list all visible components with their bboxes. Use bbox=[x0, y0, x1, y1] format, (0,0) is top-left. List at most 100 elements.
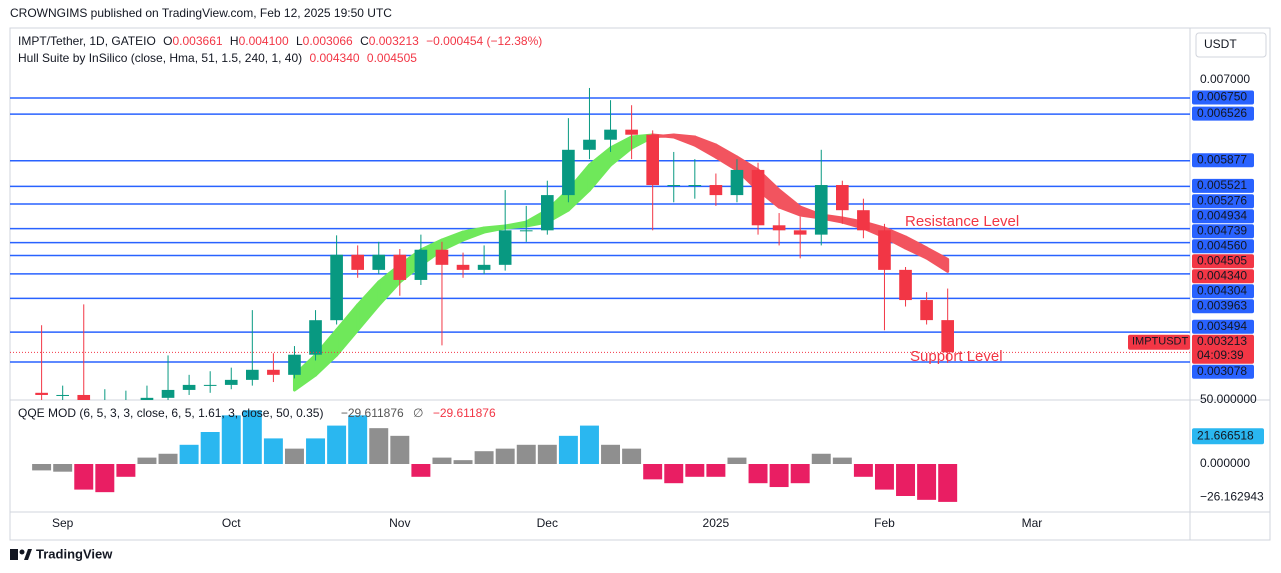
price-label-box bbox=[1192, 334, 1254, 364]
axis-layer: Sep Oct Nov Dec 2025 Feb Mar 0.007000 0.006750 0.… bbox=[52, 72, 1264, 530]
candle-body bbox=[182, 384, 196, 390]
qqe-bar bbox=[896, 464, 916, 496]
currency: USDT bbox=[1204, 37, 1237, 51]
qqe-bar bbox=[390, 435, 410, 464]
candle-body bbox=[393, 254, 407, 280]
x-tick-label: Nov bbox=[389, 516, 410, 530]
qqe-bar bbox=[685, 464, 705, 477]
price-label: 0.004934 bbox=[1197, 208, 1247, 222]
qqe-bar bbox=[32, 464, 52, 471]
price-label-box bbox=[1192, 239, 1254, 254]
qqe-marker-label: 21.666518 bbox=[1197, 428, 1254, 442]
price-label-box bbox=[1192, 90, 1254, 105]
price-label-box bbox=[1192, 319, 1254, 334]
qqe-bar bbox=[706, 464, 726, 477]
price-label: 0.005877 bbox=[1197, 152, 1247, 166]
candle-body bbox=[920, 300, 933, 321]
candle-body bbox=[498, 230, 512, 265]
price-label: 0.003213 bbox=[1197, 334, 1247, 348]
price-label-box bbox=[1192, 364, 1254, 379]
ohlc-value: 0.004100 bbox=[239, 34, 289, 48]
candle-body bbox=[667, 185, 681, 187]
ohlc-key: O bbox=[163, 34, 172, 48]
x-tick-label: Oct bbox=[222, 516, 241, 530]
candle-body bbox=[161, 389, 175, 398]
price-label: 0.004560 bbox=[1197, 238, 1247, 252]
candle-body bbox=[35, 392, 48, 395]
price-label: 0.006750 bbox=[1197, 90, 1247, 104]
price-label: 0.004739 bbox=[1197, 223, 1247, 237]
price-label: 0.004304 bbox=[1197, 283, 1247, 297]
qqe-bar bbox=[495, 448, 515, 464]
candle-body bbox=[604, 129, 617, 140]
qqe-bar bbox=[179, 444, 199, 464]
candle-body bbox=[56, 394, 69, 396]
qqe-bar bbox=[790, 464, 810, 484]
candle-body bbox=[541, 195, 554, 231]
candle-body bbox=[203, 384, 217, 386]
ohlc-value: 0.003661 bbox=[173, 34, 223, 48]
ohlc-value: 0.003213 bbox=[369, 34, 419, 48]
candle-body bbox=[793, 230, 807, 235]
qqe-bar bbox=[284, 448, 304, 464]
symbol-title: IMPT/Tether, 1D, GATEIO bbox=[18, 34, 156, 48]
qqe-bar bbox=[221, 415, 241, 464]
qqe-bar bbox=[263, 438, 283, 464]
y-tick-label: 0.000000 bbox=[1200, 456, 1250, 470]
candle-body bbox=[435, 249, 449, 265]
qqe-bar bbox=[116, 464, 136, 477]
qqe-bar bbox=[769, 464, 789, 488]
price-label: 04:09:39 bbox=[1197, 348, 1244, 362]
candle-body bbox=[246, 369, 259, 380]
qqe-bar bbox=[432, 457, 452, 464]
candle-body bbox=[878, 230, 891, 270]
price-label: 0.003963 bbox=[1197, 298, 1247, 312]
qqe-bar bbox=[348, 415, 368, 464]
ohlc-key: L bbox=[296, 34, 303, 48]
x-tick-label: Dec bbox=[537, 516, 558, 530]
indicator-value: 0.004340 bbox=[309, 51, 359, 65]
legend: IMPT/Tether, 1D, GATEIO O0.003661 H0.004… bbox=[18, 34, 542, 48]
change: −0.000454 (−12.38%) bbox=[426, 34, 542, 48]
ohlc-key: H bbox=[230, 34, 239, 48]
qqe-bar bbox=[874, 464, 894, 490]
candle-body bbox=[140, 397, 154, 400]
qqe-bar bbox=[917, 464, 937, 500]
candle-body bbox=[730, 169, 744, 196]
candle-body bbox=[288, 354, 301, 375]
qqe-bar bbox=[811, 453, 831, 464]
x-tick-label: Sep bbox=[52, 516, 74, 530]
candle-body bbox=[709, 185, 723, 196]
currency-box[interactable] bbox=[1195, 32, 1267, 58]
price-label-box bbox=[1192, 284, 1254, 299]
price-label-box bbox=[1192, 194, 1254, 209]
price-label: 0.005276 bbox=[1197, 193, 1247, 207]
price-label: 0.004505 bbox=[1197, 253, 1247, 267]
candle-body bbox=[751, 169, 765, 226]
price-pane bbox=[10, 87, 1190, 400]
y-tick-label: −26.162943 bbox=[1200, 490, 1264, 504]
candle-body bbox=[267, 369, 280, 375]
indicator-value: 0.004505 bbox=[367, 51, 417, 65]
qqe-bar bbox=[579, 425, 599, 464]
tv-logo bbox=[10, 549, 32, 560]
candle-body bbox=[456, 264, 470, 270]
qqe-bar bbox=[327, 425, 347, 464]
header: CROWNGIMS published on TradingView.com, … bbox=[10, 6, 392, 20]
indicator-legend: Hull Suite by InSilico (close, Hma, 51, … bbox=[18, 51, 417, 65]
qqe-bar bbox=[137, 457, 157, 464]
ohlc-key: C bbox=[360, 34, 369, 48]
candle-body bbox=[899, 269, 912, 301]
candle-body bbox=[224, 379, 238, 385]
qqe-bar bbox=[938, 464, 958, 502]
candle-body bbox=[836, 185, 849, 211]
candle-body bbox=[77, 394, 91, 400]
qqe-bar bbox=[537, 444, 557, 464]
candle-body bbox=[583, 139, 596, 150]
candle-body bbox=[519, 230, 533, 232]
price-label: 0.005521 bbox=[1197, 178, 1247, 192]
candle-body bbox=[309, 320, 322, 355]
candle-body bbox=[941, 320, 954, 353]
qqe-bar bbox=[74, 464, 94, 490]
